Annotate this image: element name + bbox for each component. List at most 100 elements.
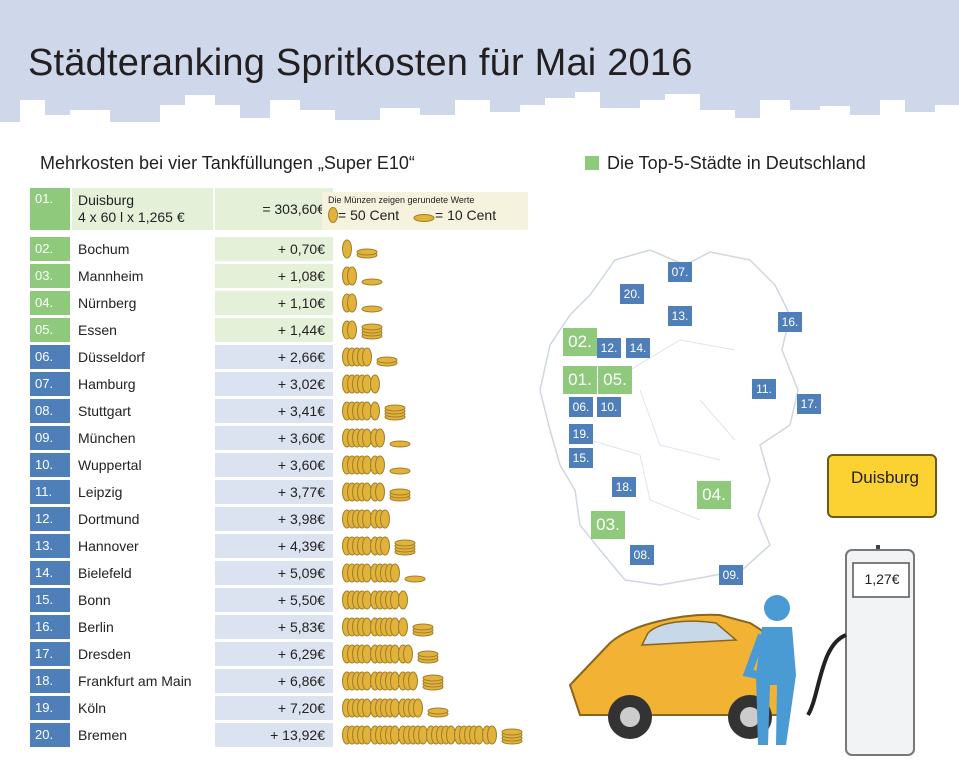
city-skyline xyxy=(0,92,959,160)
value-label: + 5,83€ xyxy=(215,615,333,639)
coin-10-cent xyxy=(389,440,411,448)
rank-badge: 19. xyxy=(30,696,70,720)
coin-bar xyxy=(342,293,383,313)
coin-bar xyxy=(342,428,411,448)
map-marker: 06. xyxy=(569,397,593,417)
value-label: + 13,92€ xyxy=(215,723,333,747)
coin-10-cent xyxy=(404,575,426,583)
coin-10-cent xyxy=(361,305,383,313)
value-label: + 3,60€ xyxy=(215,426,333,450)
map-marker: 03. xyxy=(591,511,625,539)
coin-bar xyxy=(342,482,411,502)
value-cell: = 303,60€ xyxy=(215,188,333,230)
rank-badge: 12. xyxy=(30,507,70,531)
coin-10-cent xyxy=(361,323,383,331)
coin-bar xyxy=(342,698,449,718)
rank-badge: 08. xyxy=(30,399,70,423)
map-marker: 12. xyxy=(597,338,621,358)
rank-badge: 07. xyxy=(30,372,70,396)
coin-50-cent xyxy=(370,374,380,394)
city-name: Dresden xyxy=(72,642,213,666)
value-label: + 0,70€ xyxy=(215,237,333,261)
rank-badge: 15. xyxy=(30,588,70,612)
city-name: Dortmund xyxy=(72,507,213,531)
coin-bar xyxy=(342,401,406,421)
coin-50-cent xyxy=(413,698,423,718)
map-marker: 01. xyxy=(563,366,597,394)
pump-price: 1,27€ xyxy=(864,571,900,587)
coin-10-cent xyxy=(422,674,444,682)
value-label: + 7,20€ xyxy=(215,696,333,720)
coin-bar xyxy=(342,320,383,340)
coin-50-cent xyxy=(398,590,408,610)
coin-bar xyxy=(342,455,411,475)
city-name: Düsseldorf xyxy=(72,345,213,369)
city-name: Bochum xyxy=(72,237,213,261)
map-marker: 20. xyxy=(620,284,644,304)
coin-bar xyxy=(342,725,523,745)
rank-badge: 03. xyxy=(30,264,70,288)
value-label: + 1,08€ xyxy=(215,264,333,288)
rank-badge: 16. xyxy=(30,615,70,639)
city-name: Essen xyxy=(72,318,213,342)
value-label: + 1,10€ xyxy=(215,291,333,315)
coin-bar xyxy=(342,644,439,664)
map-marker: 14. xyxy=(626,338,650,358)
coin-10-cent xyxy=(361,278,383,286)
coin-50-cent xyxy=(375,455,385,475)
coin-10-cent xyxy=(384,404,406,412)
coin-50-cent xyxy=(375,428,385,448)
city-name: München xyxy=(72,426,213,450)
city-name: Hamburg xyxy=(72,372,213,396)
value-label: + 3,77€ xyxy=(215,480,333,504)
rank-badge: 06. xyxy=(30,345,70,369)
coin-10-cent xyxy=(501,728,523,736)
map-marker: 04. xyxy=(697,481,731,509)
coin-50-cent xyxy=(375,482,385,502)
map-marker: 09. xyxy=(719,565,743,585)
coin-50-cent xyxy=(390,563,400,583)
value-label: + 3,02€ xyxy=(215,372,333,396)
rank-badge: 14. xyxy=(30,561,70,585)
coin-legend: Die Münzen zeigen gerundete Werte = 50 C… xyxy=(322,192,528,230)
map-marker: 10. xyxy=(597,397,621,417)
map-marker: 13. xyxy=(668,306,692,326)
price-formula: 4 x 60 l x 1,265 € xyxy=(78,209,185,225)
city-name: Stuttgart xyxy=(72,399,213,423)
rank-badge: 09. xyxy=(30,426,70,450)
big-coin-icon xyxy=(328,207,338,223)
coin-10-cent xyxy=(389,467,411,475)
page-title: Städteranking Spritkosten für Mai 2016 xyxy=(28,42,693,84)
city-name: Nürnberg xyxy=(72,291,213,315)
city-name: Köln xyxy=(72,696,213,720)
coin-50-cent xyxy=(347,320,357,340)
city-name: Duisburg xyxy=(78,192,135,208)
rank-badge: 17. xyxy=(30,642,70,666)
coin-bar xyxy=(342,563,426,583)
rank-badge: 05. xyxy=(30,318,70,342)
duisburg-sign: Duisburg xyxy=(850,468,920,487)
coin-bar xyxy=(342,590,408,610)
map-marker: 19. xyxy=(569,424,593,444)
coin-50-cent xyxy=(347,266,357,286)
coin-50-cent xyxy=(370,401,380,421)
coin-50-cent xyxy=(380,509,390,529)
map-marker: 02. xyxy=(563,328,597,356)
rank-badge: 01. xyxy=(30,188,70,230)
coin-10-cent xyxy=(356,248,378,256)
map-marker: 18. xyxy=(612,477,636,497)
city-name: Hannover xyxy=(72,534,213,558)
coin-10-cent xyxy=(427,707,449,715)
value-label: + 5,50€ xyxy=(215,588,333,612)
germany-map xyxy=(539,249,799,586)
coin-10-cent xyxy=(412,623,434,631)
coin-bar xyxy=(342,374,380,394)
coin-10-cent xyxy=(394,539,416,547)
map-marker: 05. xyxy=(598,366,632,394)
coin-50-cent xyxy=(342,239,352,259)
coin-50-cent xyxy=(347,293,357,313)
coin-50-cent xyxy=(487,725,497,745)
value-label: + 3,41€ xyxy=(215,399,333,423)
city-name: Frankfurt am Main xyxy=(72,669,213,693)
coin-bar xyxy=(342,617,434,637)
